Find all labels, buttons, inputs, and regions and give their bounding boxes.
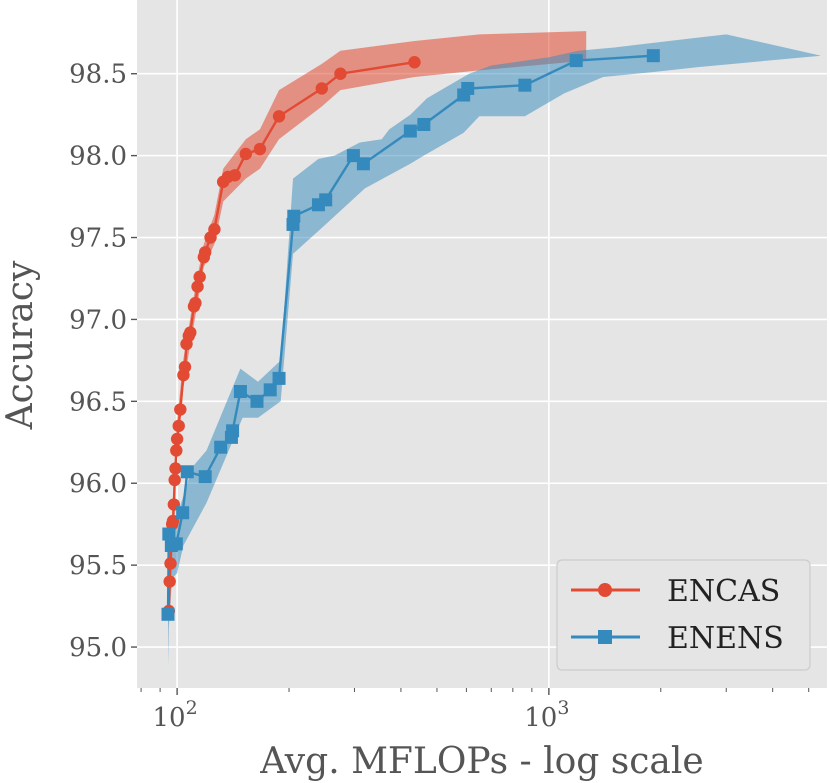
encas-point (166, 514, 180, 528)
x-axis-ticks: 102 103 (140, 688, 810, 733)
enens-point (180, 465, 194, 479)
x-tick-label: 102 (153, 697, 198, 733)
enens-point (263, 383, 277, 397)
encas-point (172, 419, 185, 433)
enens-point (417, 117, 431, 131)
encas-point (253, 142, 267, 156)
legend-enens-marker (598, 630, 612, 644)
y-tick-label: 96.5 (69, 387, 127, 417)
legend-enens-label: ENENS (667, 621, 784, 656)
enens-point (646, 49, 660, 63)
series-markers (161, 49, 660, 621)
x-tick-label: 103 (524, 697, 569, 733)
enens-point (169, 537, 183, 551)
y-tick-label: 98.5 (69, 60, 127, 90)
encas-point (164, 557, 177, 570)
x-axis-title: Avg. MFLOPs - log scale (259, 741, 703, 782)
enens-point (162, 527, 176, 541)
encas-point (189, 296, 202, 310)
encas-point (272, 110, 286, 123)
enens-point (176, 506, 190, 520)
encas-point (198, 246, 212, 259)
enens-point (250, 394, 264, 408)
y-tick-label: 95.5 (69, 551, 127, 581)
enens-point (272, 371, 286, 385)
encas-point (170, 432, 184, 446)
encas-point (228, 169, 242, 182)
enens-point (287, 209, 301, 223)
encas-point (163, 575, 176, 588)
enens-point (461, 81, 475, 95)
encas-point (174, 403, 187, 416)
legend-box (556, 559, 811, 671)
encas-point (408, 56, 421, 69)
enens-point (518, 78, 532, 92)
y-axis-ticks: 95.0 95.5 96.0 96.5 97.0 97.5 98.0 98.5 (69, 60, 137, 663)
y-tick-label: 97.5 (69, 224, 127, 254)
enens-point (214, 440, 228, 454)
enens-point (198, 470, 212, 484)
encas-point (170, 444, 183, 457)
y-tick-label: 97.0 (69, 305, 127, 335)
encas-point (169, 462, 182, 475)
y-tick-label: 96.0 (69, 469, 127, 499)
enens-point (356, 157, 370, 171)
enens-point (569, 54, 583, 68)
encas-point (208, 223, 221, 236)
enens-point (346, 149, 360, 163)
enens-point (319, 193, 333, 207)
encas-point (178, 360, 192, 374)
encas-point (184, 326, 197, 339)
y-tick-label: 95.0 (69, 633, 127, 663)
enens-point (233, 385, 247, 399)
legend-encas-label: ENCAS (667, 574, 780, 609)
enens-point (403, 124, 417, 138)
enens-point (226, 424, 240, 438)
legend-encas-marker (598, 583, 612, 597)
encas-point (168, 473, 181, 487)
encas-point (315, 82, 328, 95)
encas-point (334, 67, 347, 80)
grid-lines (137, 0, 827, 688)
enens-point (161, 607, 175, 621)
y-axis-title: Accuracy (0, 260, 41, 430)
encas-point (239, 147, 252, 161)
encas-point (191, 280, 204, 293)
legend: ENCAS ENENS (556, 559, 811, 671)
y-tick-label: 98.0 (69, 142, 127, 172)
encas-point (193, 270, 206, 284)
